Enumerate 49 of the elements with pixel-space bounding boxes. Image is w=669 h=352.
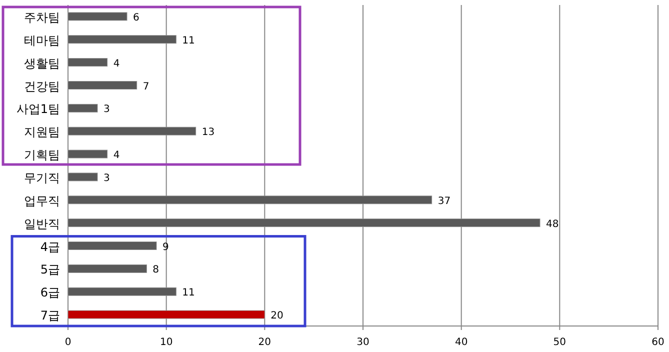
- y-tick-label: 주차팀: [24, 10, 60, 24]
- x-tick-label: 0: [64, 337, 72, 348]
- data-label: 48: [546, 218, 559, 230]
- data-label: 8: [152, 264, 160, 276]
- data-label: 11: [182, 35, 195, 46]
- y-tick-label: 7급: [40, 308, 60, 323]
- x-tick-label: 40: [454, 337, 468, 348]
- x-tick-label: 50: [553, 337, 566, 348]
- data-label: 20: [270, 310, 284, 322]
- y-tick-label: 5급: [40, 262, 60, 277]
- data-label: 9: [162, 242, 169, 253]
- bar: [68, 196, 432, 204]
- data-label: 37: [438, 196, 451, 207]
- data-label: 3: [104, 104, 110, 116]
- data-label: 4: [113, 150, 120, 162]
- y-tick-label: 업무직: [24, 194, 60, 208]
- y-tick-label: 무기직: [24, 170, 60, 185]
- bar: [68, 104, 98, 112]
- data-label: 7: [142, 81, 150, 92]
- x-tick-label: 20: [258, 337, 272, 348]
- y-tick-label: 4급: [40, 240, 60, 254]
- bar: [68, 81, 138, 90]
- bar: [68, 264, 147, 273]
- y-tick-label: 테마팀: [24, 33, 60, 48]
- y-tick-label: 건강팀: [24, 79, 60, 94]
- bar: [68, 218, 540, 228]
- x-tick-label: 10: [160, 337, 173, 348]
- x-tick-label: 60: [652, 337, 664, 348]
- data-label: 11: [182, 288, 195, 299]
- y-tick-label: 사업1팀: [16, 102, 60, 116]
- bar: [68, 150, 108, 158]
- data-label: 6: [133, 12, 140, 24]
- data-label: 13: [202, 127, 215, 138]
- y-tick-label: 기획팀: [24, 148, 60, 162]
- y-tick-label: 지원팀: [24, 125, 60, 140]
- bar: [68, 58, 108, 67]
- data-label: 3: [104, 172, 110, 184]
- bar: [68, 310, 265, 319]
- bar: [68, 172, 98, 182]
- bar: [68, 35, 176, 44]
- x-tick-label: 30: [356, 337, 370, 348]
- data-label: 4: [113, 58, 120, 70]
- bar: [68, 126, 196, 136]
- bar: [68, 12, 128, 21]
- y-tick-label: 일반직: [24, 216, 60, 231]
- y-tick-label: 생활팀: [24, 56, 60, 70]
- bar: [68, 287, 176, 296]
- bar: [68, 242, 157, 250]
- y-tick-label: 6급: [40, 286, 60, 300]
